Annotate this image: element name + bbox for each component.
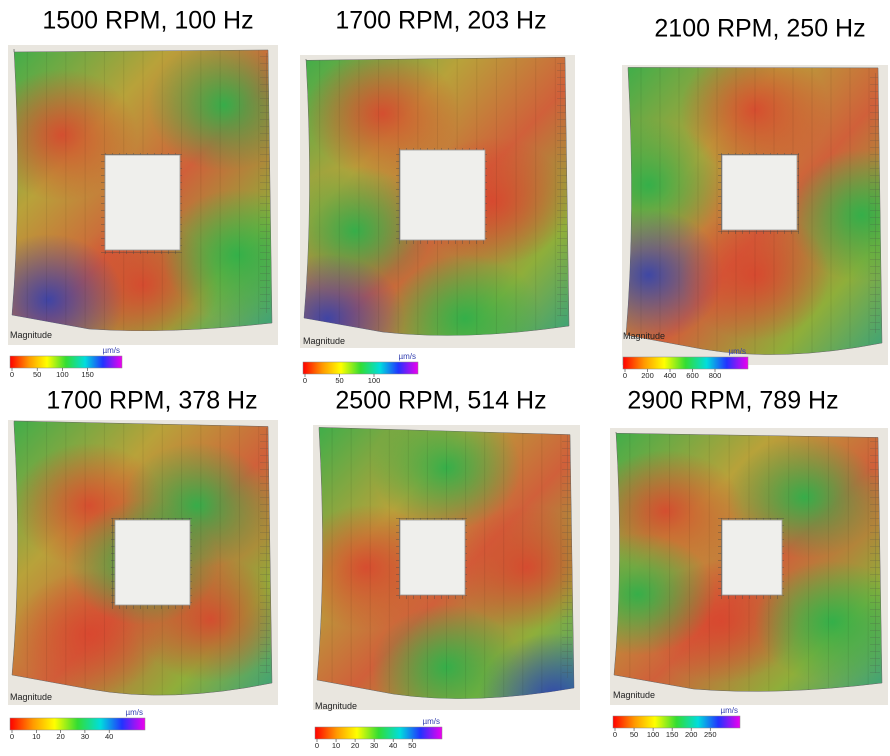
colorbar-tick-label: 600 <box>686 371 699 380</box>
colorbar <box>10 356 122 368</box>
center-hole <box>722 155 797 230</box>
colorbar-tick-label: 150 <box>666 730 679 739</box>
colorbar-tick-label: 400 <box>664 371 677 380</box>
panel-title: 1500 RPM, 100 Hz <box>42 7 253 35</box>
colorbar <box>303 362 418 374</box>
panel-title: 2900 RPM, 789 Hz <box>627 387 838 415</box>
panel-title: 1700 RPM, 203 Hz <box>335 7 546 35</box>
legend-label: Magnitude <box>10 330 52 340</box>
panel-title: 2100 RPM, 250 Hz <box>654 15 865 43</box>
center-hole <box>400 150 485 240</box>
panel-title: 2500 RPM, 514 Hz <box>335 387 546 415</box>
colorbar <box>315 727 442 739</box>
legend-label: Magnitude <box>10 692 52 702</box>
colorbar-tick-label: 0 <box>303 376 307 385</box>
legend-label: Magnitude <box>623 331 665 341</box>
colorbar-tick-label: 10 <box>332 741 340 750</box>
mesh-edge <box>260 428 270 673</box>
colorbar-tick-label: 50 <box>33 370 41 379</box>
mesh-edge <box>870 73 880 333</box>
colorbar-tick-label: 30 <box>370 741 378 750</box>
mesh-edge <box>562 433 572 678</box>
legend-unit: µm/s <box>399 352 417 361</box>
center-hole <box>115 520 190 605</box>
panel-title: 1700 RPM, 378 Hz <box>46 387 257 415</box>
legend-unit: µm/s <box>126 708 144 717</box>
colorbar-tick-label: 800 <box>709 371 722 380</box>
magnitude-region <box>560 533 716 655</box>
colorbar-tick-label: 20 <box>56 732 64 741</box>
legend-label: Magnitude <box>315 701 357 711</box>
mesh-edge <box>870 436 880 673</box>
legend-unit: µm/s <box>103 346 121 355</box>
colorbar-tick-label: 100 <box>368 376 381 385</box>
legend-label: Magnitude <box>303 336 345 346</box>
legend-unit: µm/s <box>721 706 739 715</box>
legend-label: Magnitude <box>613 690 655 700</box>
colorbar-tick-label: 50 <box>408 741 416 750</box>
colorbar-tick-label: 100 <box>56 370 69 379</box>
figure: 1500 RPM, 100 HzMagnitudeµm/s05010015017… <box>0 0 890 756</box>
colorbar-tick-label: 0 <box>315 741 319 750</box>
colorbar-tick-label: 40 <box>389 741 397 750</box>
mesh-edge <box>260 53 270 313</box>
colorbar-tick-label: 10 <box>32 732 40 741</box>
colorbar-tick-label: 250 <box>704 730 717 739</box>
legend-unit: µm/s <box>729 347 747 356</box>
colorbar-tick-label: 0 <box>623 371 627 380</box>
colorbar-tick-label: 100 <box>647 730 660 739</box>
center-hole <box>400 520 465 595</box>
mesh-edge <box>557 63 567 316</box>
colorbar-tick-label: 200 <box>641 371 654 380</box>
colorbar-tick-label: 50 <box>630 730 638 739</box>
colorbar-tick-label: 30 <box>81 732 89 741</box>
colorbar-tick-label: 20 <box>351 741 359 750</box>
magnitude-region <box>162 189 313 321</box>
colorbar-tick-label: 40 <box>105 732 113 741</box>
colorbar <box>613 716 740 728</box>
center-hole <box>722 520 782 595</box>
colorbar-tick-label: 0 <box>613 730 617 739</box>
colorbar-tick-label: 50 <box>335 376 343 385</box>
colorbar-tick-label: 0 <box>10 732 14 741</box>
colorbar <box>10 718 145 730</box>
colorbar-tick-label: 150 <box>81 370 94 379</box>
legend-unit: µm/s <box>423 717 441 726</box>
colorbar <box>623 357 748 369</box>
colorbar-tick-label: 0 <box>10 370 14 379</box>
center-hole <box>105 155 180 250</box>
colorbar-tick-label: 200 <box>685 730 698 739</box>
